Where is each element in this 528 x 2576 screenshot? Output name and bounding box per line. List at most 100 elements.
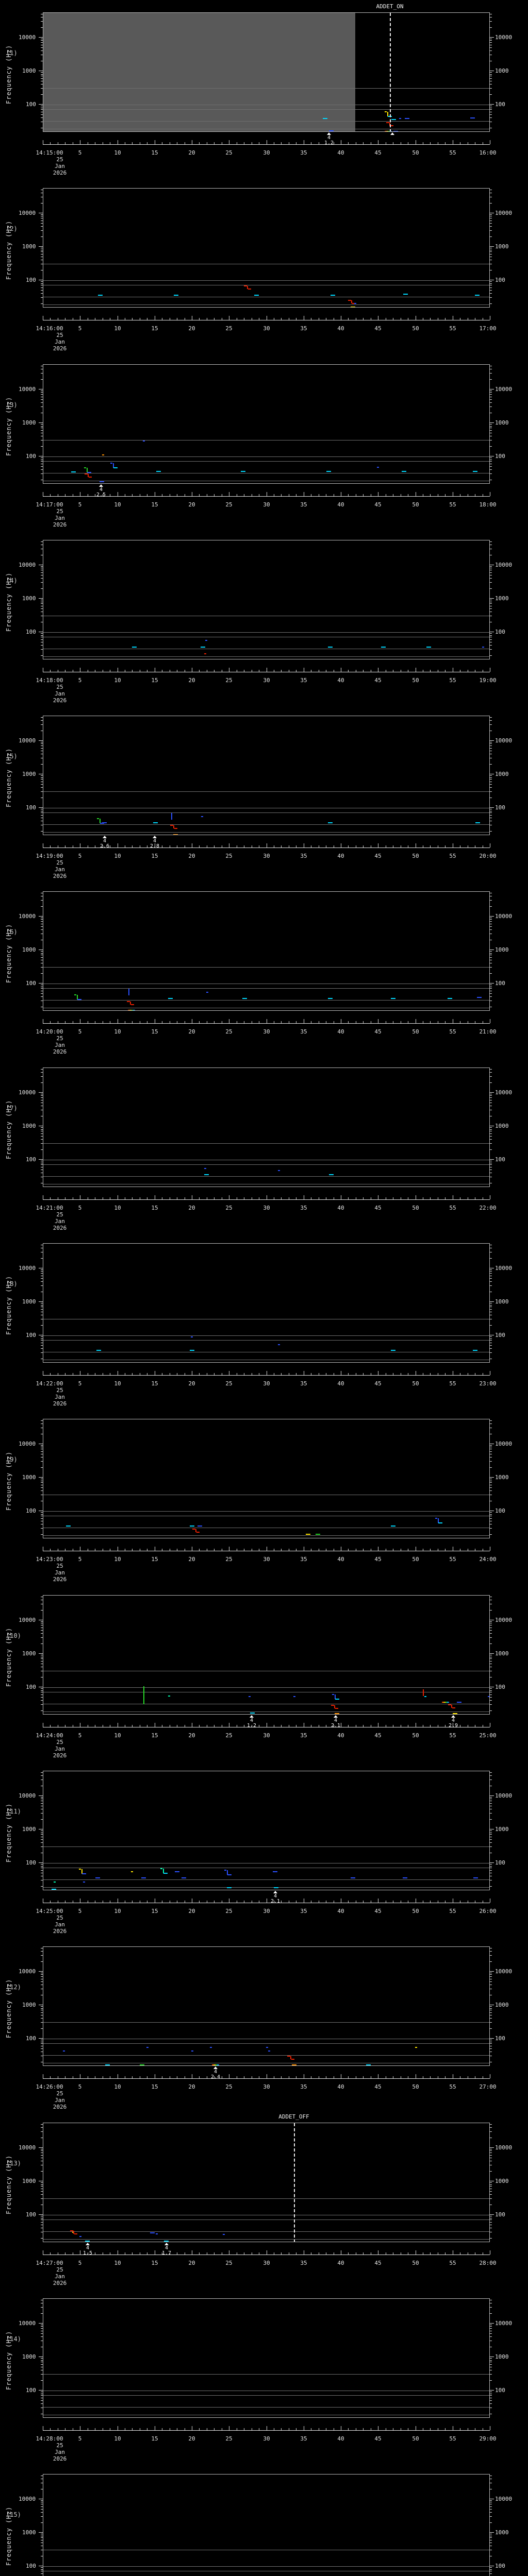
freq-tick-label-left: 1000 bbox=[22, 595, 36, 602]
panel-index-label: (14) bbox=[6, 2335, 21, 2343]
freq-tick-left bbox=[41, 293, 43, 294]
freq-tick-left bbox=[41, 473, 43, 474]
detection-blip-step bbox=[244, 285, 247, 286]
freq-tick-left bbox=[41, 2155, 43, 2156]
freq-tick-right bbox=[490, 2222, 492, 2223]
freq-tick-right bbox=[490, 1269, 492, 1270]
detection-value: 2.4 bbox=[210, 2074, 221, 2080]
freq-tick-right bbox=[490, 1069, 492, 1070]
time-tick-label: 30 bbox=[263, 1908, 270, 1914]
time-tick-label: 5 bbox=[78, 1028, 82, 1035]
freq-tick-right bbox=[490, 1273, 492, 1274]
interference-line bbox=[43, 1879, 489, 1880]
freq-tick-right bbox=[490, 2333, 492, 2334]
time-tick-label: 15 bbox=[151, 677, 158, 684]
time-tick-label: 45 bbox=[374, 2260, 382, 2266]
freq-tick-label-right: 100 bbox=[495, 980, 505, 987]
freq-tick-right bbox=[490, 967, 492, 968]
freq-tick-left bbox=[41, 988, 43, 989]
freq-tick-right bbox=[490, 1133, 492, 1134]
time-tick-label: 35 bbox=[300, 853, 307, 859]
axis-date-line: 25 bbox=[56, 1387, 63, 1394]
interference-line bbox=[43, 2395, 489, 2396]
time-tick-label: 15 bbox=[151, 1908, 158, 1914]
interference-line bbox=[43, 2022, 489, 2023]
interference-line bbox=[43, 456, 489, 457]
freq-tick-left bbox=[41, 929, 43, 930]
freq-tick-right bbox=[490, 1643, 492, 1644]
freq-tick-right bbox=[490, 2403, 492, 2404]
time-tick bbox=[430, 845, 431, 848]
freq-tick-right bbox=[490, 1870, 492, 1871]
detection-blip-whistler bbox=[77, 995, 78, 999]
freq-tick-right bbox=[490, 1971, 494, 1972]
freq-tick-left bbox=[41, 2006, 43, 2007]
time-tick-label: 5 bbox=[78, 501, 82, 508]
time-end-label: 17:00 bbox=[479, 325, 497, 332]
freq-tick-left bbox=[39, 1477, 43, 1478]
detection-blip-whistler bbox=[160, 1868, 162, 1869]
detection-blip-dash bbox=[391, 998, 395, 999]
freq-tick-right bbox=[490, 2573, 492, 2574]
freq-tick-right bbox=[490, 466, 492, 467]
freq-tick-right bbox=[490, 745, 492, 746]
freq-tick-right bbox=[490, 1338, 492, 1339]
freq-tick-right bbox=[490, 2500, 492, 2501]
axis-date-line: 25 bbox=[56, 2442, 63, 2449]
freq-tick-left bbox=[41, 566, 43, 567]
detection-blip-rainbow bbox=[442, 1702, 449, 1703]
detection-blip-dash bbox=[140, 2064, 144, 2065]
time-tick bbox=[50, 1901, 51, 1903]
time-tick bbox=[445, 1901, 446, 1903]
freq-tick-left bbox=[41, 2028, 43, 2029]
freq-tick-right bbox=[490, 1482, 492, 1483]
freq-tick-right bbox=[490, 1305, 492, 1306]
time-tick-label: 50 bbox=[412, 2083, 419, 2090]
freq-tick-left bbox=[41, 633, 43, 634]
freq-tick-label-left: 10000 bbox=[19, 1617, 36, 1623]
freq-tick-right bbox=[490, 2516, 492, 2517]
freq-tick-right bbox=[490, 47, 492, 48]
detection-blip-dash bbox=[197, 1526, 202, 1527]
freq-tick-left bbox=[41, 1423, 43, 1424]
freq-tick-left bbox=[41, 1688, 43, 1689]
detection-blip-whistler bbox=[163, 1869, 164, 1873]
time-tick bbox=[363, 670, 364, 672]
freq-tick-label-right: 100 bbox=[495, 1859, 505, 1866]
spectrogram-plot-area bbox=[43, 716, 490, 835]
freq-tick-label-right: 1000 bbox=[495, 1474, 509, 1481]
time-tick-label: 20 bbox=[188, 149, 195, 156]
interference-line bbox=[43, 461, 489, 462]
freq-tick-left bbox=[41, 2150, 43, 2151]
freq-tick-left bbox=[41, 2364, 43, 2365]
time-tick bbox=[281, 1373, 282, 1375]
detection-blip-rainbow bbox=[212, 2064, 219, 2065]
freq-tick-left bbox=[41, 1951, 43, 1952]
time-start-label: 14:18:00 bbox=[36, 677, 63, 684]
detection-blip-dash bbox=[316, 1534, 320, 1535]
time-tick-label: 15 bbox=[151, 2435, 158, 2442]
freq-tick-right bbox=[490, 1981, 492, 1982]
axis-date-line: Jan bbox=[55, 163, 65, 170]
time-tick bbox=[281, 1021, 282, 1023]
freq-tick-label-right: 10000 bbox=[495, 1440, 513, 1447]
freq-tick-label-left: 1000 bbox=[22, 2353, 36, 2360]
freq-tick-left bbox=[41, 1352, 43, 1353]
freq-tick-label-right: 100 bbox=[495, 804, 505, 811]
time-tick-label: 10 bbox=[114, 1732, 121, 1739]
freq-tick-left bbox=[41, 1886, 43, 1887]
freq-tick-left bbox=[41, 1697, 43, 1698]
freq-tick-label-left: 1000 bbox=[22, 243, 36, 250]
detection-blip-dot bbox=[293, 1696, 295, 1697]
freq-tick-right bbox=[490, 1082, 492, 1083]
detection-blip-step bbox=[192, 1529, 195, 1530]
time-tick bbox=[132, 1373, 133, 1375]
freq-tick-label-left: 100 bbox=[26, 804, 36, 811]
freq-tick-right bbox=[490, 598, 494, 599]
freq-tick-left bbox=[41, 1340, 43, 1341]
freq-tick-left bbox=[41, 2403, 43, 2404]
detection-blip-dash bbox=[242, 998, 247, 999]
time-axis-line bbox=[43, 1023, 490, 1024]
detection-blip-dot bbox=[146, 2047, 148, 2048]
freq-tick-right bbox=[490, 283, 492, 284]
